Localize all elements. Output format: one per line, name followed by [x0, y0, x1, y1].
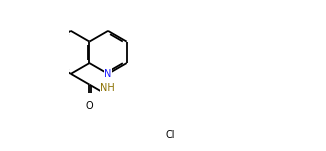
- Text: NH: NH: [100, 83, 115, 93]
- Text: H: H: [105, 83, 111, 92]
- Text: Cl: Cl: [165, 130, 175, 140]
- Text: H: H: [105, 83, 111, 92]
- Text: O: O: [86, 101, 93, 111]
- Text: N: N: [104, 69, 112, 79]
